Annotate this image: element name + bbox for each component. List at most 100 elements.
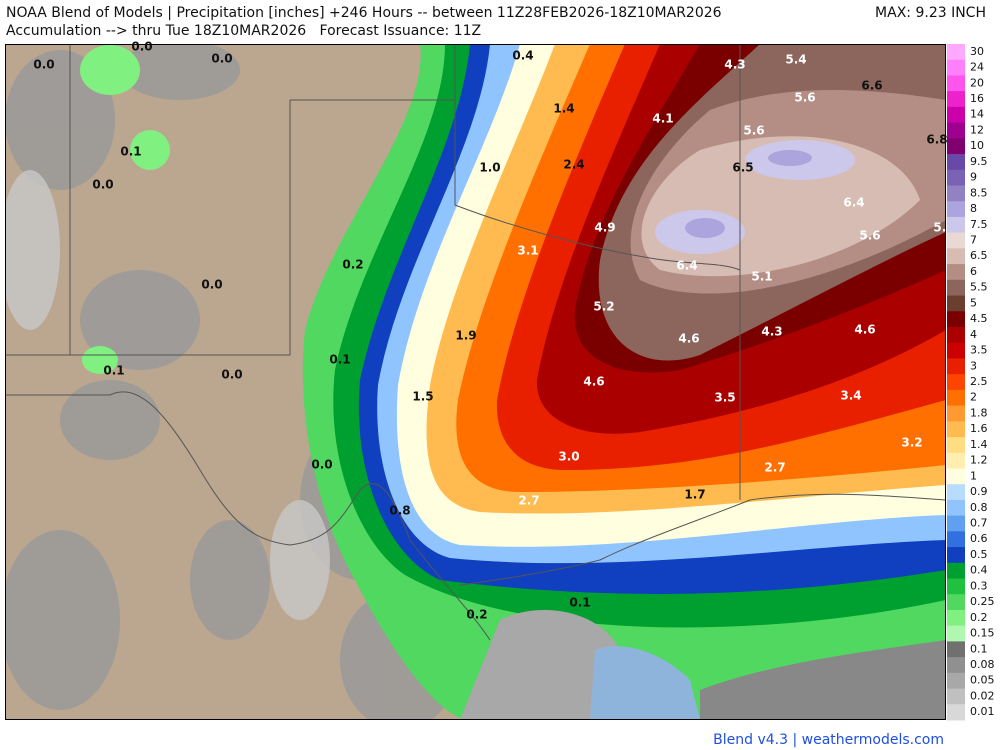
legend-swatch — [947, 515, 965, 532]
legend-label: 0.08 — [970, 658, 995, 671]
legend-label: 2.5 — [970, 375, 988, 388]
map — [5, 44, 946, 720]
map-label: 3.2 — [901, 436, 922, 450]
legend-swatch — [947, 75, 965, 92]
legend-swatch — [947, 295, 965, 312]
legend-swatch — [947, 311, 965, 328]
legend-swatch — [947, 531, 965, 548]
legend-swatch — [947, 279, 965, 297]
legend-swatch — [947, 594, 965, 611]
map-label: 6.4 — [843, 196, 864, 210]
legend-swatch — [947, 169, 965, 186]
legend-swatch — [947, 389, 965, 407]
legend-swatch — [947, 216, 965, 234]
legend-label: 0.01 — [970, 705, 995, 718]
legend-label: 0.4 — [970, 564, 988, 577]
legend-label: 2 — [970, 391, 977, 404]
map-label: 5.1 — [751, 270, 772, 284]
map-label: 4.6 — [583, 375, 604, 389]
map-label: 2.7 — [764, 461, 785, 475]
title: NOAA Blend of Models | Precipitation [in… — [6, 5, 722, 21]
map-label: 0.0 — [201, 278, 222, 292]
legend-label: 4.5 — [970, 312, 988, 325]
legend-swatch — [947, 342, 965, 359]
map-label: 0.1 — [120, 145, 141, 159]
legend-label: 0.1 — [970, 642, 988, 655]
legend-label: 5 — [970, 296, 977, 309]
legend-label: 0.7 — [970, 516, 988, 529]
map-label: 1.7 — [684, 488, 705, 502]
map-label: 5.4 — [785, 53, 806, 67]
legend-label: 6.5 — [970, 249, 988, 262]
map-label: 2.4 — [563, 158, 584, 172]
legend-label: 9 — [970, 171, 977, 184]
legend-swatch — [947, 625, 965, 642]
map-label: 2.7 — [518, 494, 539, 508]
legend-label: 12 — [970, 123, 984, 136]
map-label: 6.8 — [926, 133, 947, 147]
legend-label: 7.5 — [970, 218, 988, 231]
legend-swatch — [947, 405, 965, 422]
map-label: 5.6 — [743, 124, 764, 138]
map-labels: 0.0 0.0 0.0 0.4 4.3 5.4 6.6 5.6 1.4 4.1 5.6 6.8 0.1 1… — [33, 40, 954, 622]
map-label: 4.3 — [724, 58, 745, 72]
map-label: 0.1 — [103, 364, 124, 378]
legend-swatch — [947, 484, 965, 501]
legend-label: 0.8 — [970, 501, 988, 514]
legend-swatch — [947, 688, 965, 705]
legend-swatch — [947, 452, 965, 469]
legend-label: 7 — [970, 234, 977, 247]
map-label: 1.4 — [553, 102, 574, 116]
legend-label: 20 — [970, 76, 984, 89]
legend-swatch — [947, 421, 965, 438]
map-label: 0.0 — [211, 52, 232, 66]
map-label: 4.1 — [652, 112, 673, 126]
legend-swatch — [947, 547, 965, 564]
map-label: 4.3 — [761, 325, 782, 339]
map-label: 3.4 — [840, 389, 861, 403]
legend-swatch — [947, 657, 965, 674]
legend-label: 0.2 — [970, 611, 988, 624]
legend-label: 1.4 — [970, 438, 988, 451]
legend-swatch — [947, 609, 965, 627]
legend-swatch — [947, 374, 965, 391]
map-label: 4.6 — [854, 323, 875, 337]
legend-swatch — [947, 562, 965, 580]
legend-swatch — [947, 468, 965, 485]
legend-label: 3 — [970, 359, 977, 372]
legend-swatch — [947, 201, 965, 218]
map-label: 6.4 — [676, 259, 697, 273]
legend-swatch — [947, 122, 965, 139]
legend-label: 1.6 — [970, 422, 988, 435]
legend-swatch — [947, 59, 965, 76]
legend-label: 8 — [970, 202, 977, 215]
legend-label: 8.5 — [970, 186, 988, 199]
map-label: 5.2 — [593, 300, 614, 314]
legend-swatch — [947, 91, 965, 108]
legend-label: 30 — [970, 45, 984, 58]
legend-label: 0.5 — [970, 548, 988, 561]
map-label: 0.4 — [512, 49, 533, 63]
legend-swatch — [947, 44, 965, 61]
map-label: 0.1 — [569, 596, 590, 610]
legend-swatch — [947, 264, 965, 281]
legend-label: 5.5 — [970, 281, 988, 294]
map-label: 1.9 — [455, 329, 476, 343]
map-label: 1.0 — [479, 161, 500, 175]
legend-swatch — [947, 138, 965, 155]
legend-label: 4 — [970, 328, 977, 341]
map-label: 3.0 — [558, 450, 579, 464]
map-label: 0.2 — [466, 608, 487, 622]
map-label: 0.0 — [33, 58, 54, 72]
map-label: 3.1 — [517, 244, 538, 258]
legend: 302420161412109.598.587.576.565.554.543.… — [947, 44, 995, 721]
map-label: 0.0 — [131, 40, 152, 54]
map-label: 3.5 — [714, 391, 735, 405]
legend-label: 0.15 — [970, 627, 995, 640]
map-label: 5.6 — [859, 229, 880, 243]
legend-label: 0.02 — [970, 689, 995, 702]
legend-label: 14 — [970, 108, 984, 121]
map-label: 4.9 — [594, 221, 615, 235]
legend-label: 24 — [970, 61, 984, 74]
